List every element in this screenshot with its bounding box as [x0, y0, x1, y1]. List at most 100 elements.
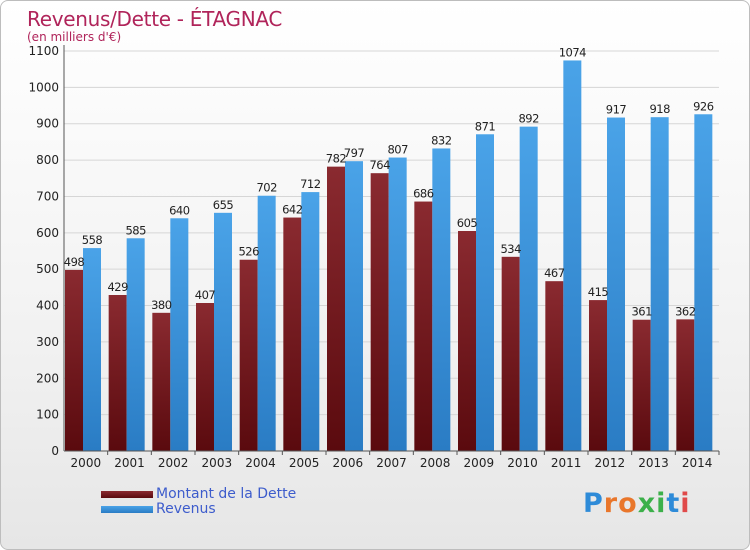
chart-subtitle: (en milliers d'€) [27, 30, 122, 44]
y-tick-label: 300 [36, 335, 59, 349]
bar-revenue [126, 238, 145, 451]
y-tick-label: 400 [36, 299, 59, 313]
data-label-debt: 361 [631, 305, 652, 319]
logo-letter: r [603, 488, 619, 519]
y-tick-label: 700 [36, 189, 59, 203]
bar-revenue [563, 60, 582, 452]
data-label-debt: 642 [282, 203, 303, 217]
data-label-debt: 686 [413, 187, 434, 201]
legend-swatch-revenue [101, 505, 153, 513]
x-tick-label: 2011 [551, 456, 582, 470]
x-tick-label: 2014 [682, 456, 713, 470]
data-label-revenue: 1074 [559, 45, 586, 59]
bar-debt [414, 201, 433, 451]
data-label-revenue: 797 [344, 146, 365, 160]
bar-revenue [607, 117, 625, 451]
x-tick-label: 2002 [158, 456, 189, 470]
data-label-revenue: 702 [256, 181, 277, 195]
x-tick-label: 2005 [289, 456, 320, 470]
data-label-debt: 534 [500, 242, 521, 256]
bar-debt [327, 166, 345, 452]
x-tick-label: 2006 [333, 456, 364, 470]
y-tick-label: 200 [36, 371, 59, 385]
x-tick-label: 2007 [376, 456, 407, 470]
data-label-debt: 467 [544, 266, 565, 280]
y-tick-label: 500 [36, 262, 59, 276]
data-label-debt: 764 [369, 158, 390, 172]
data-label-revenue: 640 [169, 203, 190, 217]
legend-label-debt: Montant de la Dette [156, 486, 297, 502]
data-label-debt: 782 [326, 152, 347, 166]
data-label-debt: 362 [675, 304, 696, 318]
logo-letter: P [583, 488, 604, 519]
bar-revenue [519, 126, 538, 452]
data-label-revenue: 917 [606, 103, 627, 117]
x-tick-label: 2001 [114, 456, 145, 470]
logo-letter: i [656, 488, 667, 519]
data-label-debt: 429 [107, 280, 128, 294]
logo-letter: o [618, 488, 638, 519]
bar-revenue [214, 212, 232, 451]
x-tick-label: 2000 [71, 456, 102, 470]
data-label-revenue: 558 [82, 233, 103, 247]
data-label-revenue: 585 [125, 223, 146, 237]
data-label-revenue: 892 [518, 112, 539, 126]
bar-debt [589, 300, 607, 451]
bar-debt [370, 173, 389, 451]
bar-debt [676, 319, 695, 451]
legend-swatch-debt [101, 490, 153, 498]
bar-debt [239, 259, 258, 451]
bar-debt [283, 217, 302, 451]
x-tick-label: 2004 [245, 456, 276, 470]
data-label-revenue: 926 [693, 99, 714, 113]
data-label-debt: 498 [64, 255, 85, 269]
legend-item-debt: Montant de la Dette [101, 486, 296, 502]
bar-revenue [432, 148, 451, 452]
data-label-revenue: 712 [300, 177, 321, 191]
data-label-debt: 380 [151, 298, 172, 312]
logo-letter: i [680, 488, 691, 519]
y-tick-label: 100 [36, 408, 59, 422]
bar-revenue [83, 248, 101, 451]
bar-debt [501, 256, 520, 451]
data-label-revenue: 918 [649, 102, 670, 116]
proxiti-logo: Proxiti [583, 488, 691, 519]
bar-revenue [257, 195, 276, 451]
bar-revenue [694, 114, 713, 451]
y-tick-label: 1100 [28, 44, 59, 58]
x-tick-label: 2003 [202, 456, 233, 470]
bar-debt [196, 303, 214, 451]
data-label-revenue: 655 [213, 198, 234, 212]
x-tick-label: 2009 [464, 456, 495, 470]
x-tick-label: 2010 [507, 456, 538, 470]
y-tick-label: 800 [36, 153, 59, 167]
bar-debt [108, 295, 127, 451]
data-label-debt: 407 [195, 288, 216, 302]
chart-title: Revenus/Dette - ÉTAGNAC [27, 7, 283, 31]
legend-item-revenue: Revenus [101, 501, 216, 517]
x-tick-label: 2008 [420, 456, 451, 470]
bar-debt [632, 319, 651, 451]
bar-revenue [301, 192, 320, 451]
data-label-debt: 526 [238, 245, 259, 259]
logo-letter: t [666, 488, 681, 519]
data-label-debt: 415 [588, 285, 609, 299]
x-tick-label: 2013 [638, 456, 669, 470]
bar-debt [152, 312, 171, 451]
bar-revenue [170, 218, 189, 451]
data-label-revenue: 832 [431, 133, 452, 147]
bar-revenue [345, 161, 363, 451]
bar-debt [545, 281, 564, 451]
legend-label-revenue: Revenus [156, 501, 216, 517]
data-label-revenue: 807 [387, 143, 408, 157]
logo-letter: x [637, 488, 657, 519]
data-label-debt: 605 [457, 216, 478, 230]
y-tick-label: 0 [51, 444, 59, 458]
y-tick-label: 1000 [28, 80, 59, 94]
x-tick-label: 2012 [595, 456, 626, 470]
data-label-revenue: 871 [475, 119, 496, 133]
bar-revenue [388, 157, 407, 451]
bar-debt [458, 231, 476, 451]
